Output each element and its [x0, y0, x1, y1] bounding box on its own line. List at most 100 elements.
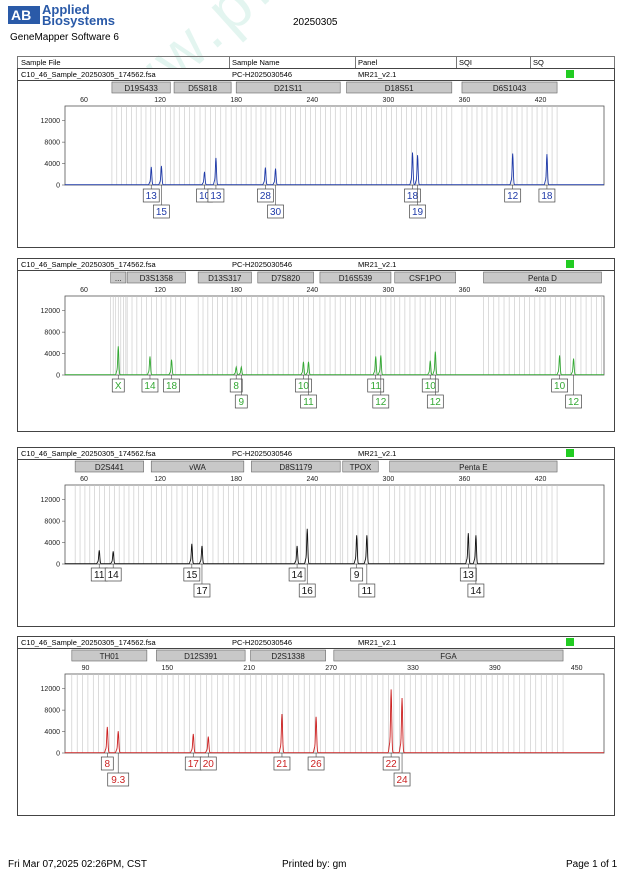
- x-tick-label: 330: [407, 665, 419, 672]
- marker-label: TPOX: [350, 463, 372, 472]
- allele-call-11: 10: [551, 375, 568, 393]
- marker-bin: [126, 271, 186, 284]
- marker-1: D3S1358: [126, 271, 186, 284]
- marker-bin: [197, 271, 252, 284]
- x-tick-label: 360: [459, 287, 471, 294]
- trace-line: [64, 528, 604, 565]
- sample-file: C10_46_Sample_20250305_174562.fsa: [21, 449, 156, 458]
- allele-call-1: 15: [153, 185, 170, 219]
- brand-line-2: Biosystems: [42, 13, 115, 28]
- allele-call-5: 16: [298, 564, 316, 598]
- call-box: [372, 394, 390, 409]
- call-box: [565, 394, 582, 409]
- marker-bin: [110, 271, 127, 284]
- allele-label: 8: [233, 381, 239, 392]
- allele-label: 30: [270, 207, 282, 218]
- marker-2: D21S11: [235, 81, 341, 94]
- call-box: [207, 188, 225, 203]
- allele-call-7: 24: [393, 753, 411, 787]
- allele-call-5: 10: [295, 375, 312, 393]
- sample-file: C10_46_Sample_20250305_174562.fsa: [21, 70, 156, 79]
- printed-timestamp: Fri Mar 07,2025 02:26PM, CST: [8, 859, 147, 870]
- y-tick-label: 8000: [44, 330, 60, 337]
- col-sq: SQ: [533, 58, 544, 67]
- sample-name: PC-H2025030546: [232, 449, 293, 458]
- marker-bin: [483, 271, 602, 284]
- call-box: [100, 756, 114, 771]
- sizing-quality-badge: [566, 449, 574, 457]
- call-box: [104, 567, 122, 582]
- allele-label: 19: [412, 207, 424, 218]
- x-tick-label: 360: [459, 97, 471, 104]
- allele-call-3: 8: [229, 375, 243, 393]
- y-tick-label: 4000: [44, 729, 60, 736]
- call-box: [142, 188, 160, 203]
- marker-2: D8S1179: [251, 460, 341, 473]
- allele-label: 10: [298, 381, 310, 392]
- panel-info-row: C10_46_Sample_20250305_174562.fsa PC-H20…: [18, 448, 614, 460]
- marker-bin: [150, 460, 245, 473]
- marker-bin: [333, 649, 564, 662]
- call-box: [163, 378, 180, 393]
- x-tick-label: 60: [80, 97, 88, 104]
- call-box: [107, 772, 130, 787]
- marker-label: D16S539: [339, 274, 373, 283]
- allele-label: 12: [568, 397, 580, 408]
- call-box: [404, 188, 421, 203]
- marker-bin: [346, 81, 453, 94]
- x-tick-label: 240: [306, 287, 318, 294]
- marker-label: D19S433: [124, 84, 158, 93]
- allele-label: 17: [188, 759, 200, 770]
- marker-0: ...: [110, 271, 127, 284]
- allele-call-6: 18: [404, 185, 421, 203]
- x-tick-label: 150: [161, 665, 173, 672]
- allele-call-3: 13: [207, 185, 225, 203]
- allele-label: 21: [276, 759, 288, 770]
- x-tick-label: 300: [383, 476, 395, 483]
- marker-bin: [461, 81, 558, 94]
- marker-bin: [394, 271, 456, 284]
- allele-label: 15: [156, 207, 168, 218]
- sample-file: C10_46_Sample_20250305_174562.fsa: [21, 260, 156, 269]
- marker-label: FGA: [440, 652, 457, 661]
- marker-label: TH01: [100, 652, 120, 661]
- panel-name: MR21_v2.1: [358, 449, 397, 458]
- allele-label: 12: [375, 397, 387, 408]
- marker-label: D2S1338: [271, 652, 305, 661]
- y-tick-label: 4000: [44, 351, 60, 358]
- marker-bin: [250, 649, 326, 662]
- call-box: [288, 567, 306, 582]
- marker-2: D13S317: [197, 271, 252, 284]
- allele-label: 9: [239, 397, 245, 408]
- marker-bin: [251, 460, 341, 473]
- marker-3: FGA: [333, 649, 564, 662]
- allele-label: 12: [430, 397, 442, 408]
- allele-label: 18: [541, 191, 553, 202]
- x-tick-label: 300: [383, 287, 395, 294]
- allele-label: 10: [199, 191, 211, 202]
- allele-label: 11: [371, 381, 382, 392]
- allele-label: 24: [396, 775, 408, 786]
- allele-label: 13: [146, 191, 158, 202]
- electropherogram-panel-red: C10_46_Sample_20250305_174562.fsa PC-H20…: [17, 636, 615, 816]
- allele-call-7: 11: [367, 375, 385, 393]
- x-tick-label: 90: [82, 665, 90, 672]
- marker-bin: [257, 271, 314, 284]
- call-box: [409, 204, 426, 219]
- x-tick-label: 300: [383, 97, 395, 104]
- marker-label: Penta E: [459, 463, 487, 472]
- allele-label: 26: [311, 759, 323, 770]
- sample-name: PC-H2025030546: [232, 638, 293, 647]
- run-date: 20250305: [293, 17, 338, 28]
- marker-4: D16S539: [319, 271, 392, 284]
- call-box: [382, 756, 400, 771]
- marker-bin: [74, 460, 144, 473]
- allele-call-4: 28: [257, 185, 274, 203]
- allele-label: 9.3: [111, 775, 125, 786]
- allele-call-0: 13: [142, 185, 160, 203]
- allele-call-4: 21: [273, 753, 291, 771]
- sample-file: C10_46_Sample_20250305_174562.fsa: [21, 638, 156, 647]
- marker-label: D3S1358: [140, 274, 174, 283]
- plot-frame: [64, 673, 605, 754]
- call-box: [298, 583, 316, 598]
